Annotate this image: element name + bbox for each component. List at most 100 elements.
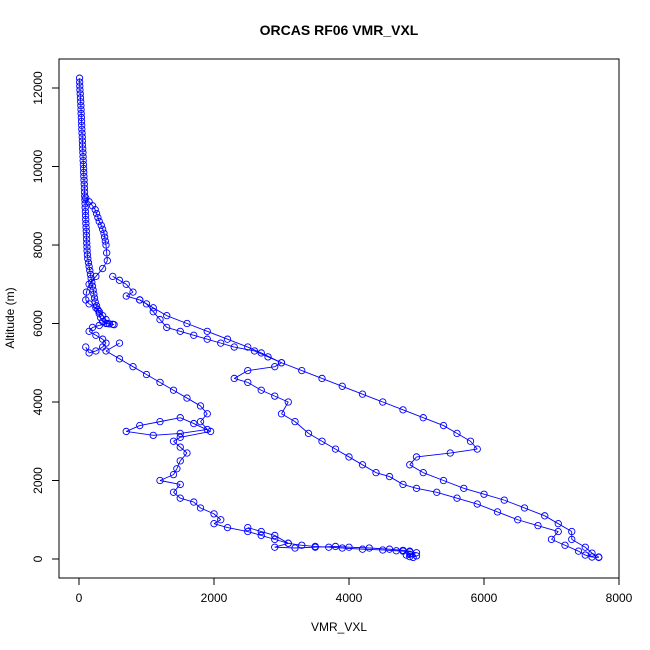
series-line-segment [234,370,248,379]
series-line-segment [102,260,108,269]
data-point [80,168,88,177]
data-point [82,343,90,351]
data-point [304,429,313,438]
data-point [183,394,191,402]
data-point [331,445,340,453]
data-point [284,539,292,547]
plot-frame [58,58,620,579]
data-point [406,547,414,555]
data-point [173,465,181,473]
data-point [78,129,86,137]
data-point [83,239,91,247]
data-point [85,262,93,271]
data-point [358,461,367,469]
data-point [271,535,279,544]
data-point [78,141,87,149]
series-line-segment [159,381,174,391]
series-line-segment [551,531,559,540]
data-point [78,137,87,145]
data-point [298,541,306,549]
data-point [80,172,88,180]
data-point [257,527,265,536]
data-point [76,86,84,94]
series-line-segment [105,342,120,352]
data-point [103,319,112,328]
series-line-segment [247,346,262,354]
series-line-segment [213,523,228,529]
data-point [433,488,441,496]
data-point [82,219,90,228]
y-tick-label: 0 [31,555,45,562]
series-line-segment [213,513,222,521]
data-point [103,249,111,257]
data-point [100,229,108,237]
series-line-segment [139,299,154,309]
data-point [595,553,603,561]
data-point [156,476,164,485]
series-line-segment [409,456,417,466]
data-point [92,347,100,355]
data-point [412,484,421,492]
data-point [94,213,102,222]
data-point [271,531,279,540]
data-point [176,327,184,335]
data-point [244,523,252,532]
data-point [409,553,417,562]
data-point [190,419,198,428]
series-line-segment [274,362,282,368]
series-line-segment [106,252,108,261]
series-line-segment [99,323,108,326]
data-point [122,292,130,300]
data-point [75,74,84,82]
data-point [264,353,272,361]
data-point [345,543,353,551]
data-point [149,431,157,440]
data-point [554,527,562,536]
x-tick-label: 2000 [201,591,228,605]
data-point [115,339,124,347]
data-point [101,233,109,241]
data-point [271,543,279,551]
series-line-segment [85,284,90,293]
data-point [196,402,205,410]
data-point [230,374,238,383]
x-axis-label: VMR_VXL [311,620,367,634]
data-point [95,321,103,330]
data-point [78,121,86,129]
series-line-segment [382,549,397,552]
series-line-segment [207,338,221,344]
data-point [89,286,97,294]
series-line-segment [95,268,103,277]
data-point [76,94,85,102]
series-line-segment [173,389,188,399]
data-point [588,549,596,557]
series-line-segment [152,311,161,320]
data-point [230,343,238,351]
series-line-segment [261,535,275,540]
series-line-segment [200,507,215,515]
data-point [80,180,88,188]
data-point [365,544,373,552]
data-point [78,125,86,133]
series-line-segment [85,299,90,305]
data-point [473,445,481,453]
series-line-segment [95,307,100,313]
data-point [101,237,109,245]
data-point [190,331,198,339]
data-point [480,490,488,498]
data-point [541,512,549,520]
data-point [136,296,144,304]
data-point [439,476,448,485]
data-point [84,255,92,263]
data-point [385,472,394,481]
x-tick-label: 8000 [606,591,633,605]
series-line-segment [119,279,127,285]
data-point [90,294,99,302]
data-point [183,319,191,328]
data-point [83,243,91,251]
data-point [473,500,481,508]
data-point [85,349,93,357]
series-line-segment [274,538,289,544]
series-line-segment [102,338,107,344]
data-point [82,231,91,239]
